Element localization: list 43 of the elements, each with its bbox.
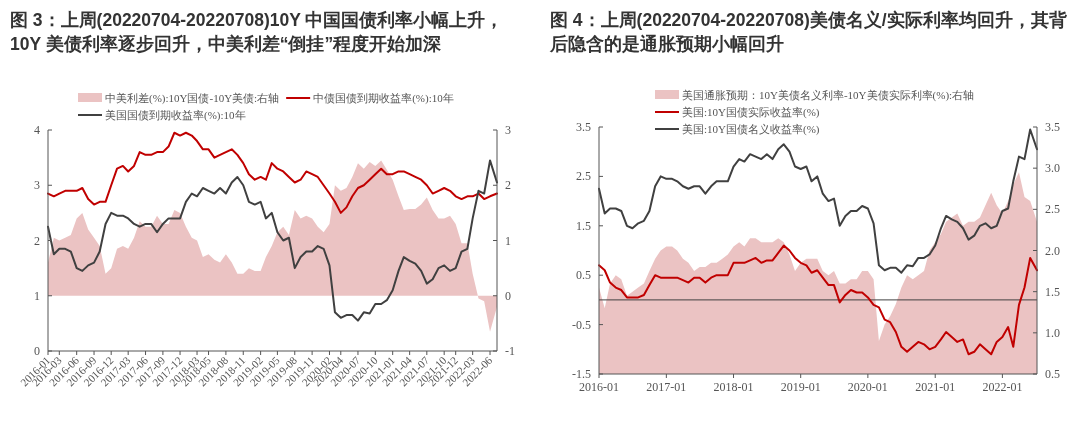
legend-label: 中美利差(%):10Y国债-10Y美债:右轴 xyxy=(105,92,280,105)
x-tick-label: 2016-01 xyxy=(579,380,619,394)
y2-tick-label: 1.5 xyxy=(1045,284,1060,299)
y-tick-label: -1.5 xyxy=(572,367,591,381)
chart-title: 图 3：上周(20220704-20220708)10Y 中国国债利率小幅上升，10Y 美债利率逐步回升，中美利差“倒挂”程度开始加深 xyxy=(10,9,505,56)
chart-title: 图 4：上周(20220704-20220708)美债名义/实际利率均回升，其背后隐含的是通胀预期小幅回升 xyxy=(550,9,1068,56)
y2-tick-label: 2.0 xyxy=(1045,243,1060,258)
x-tick-label: 2018-01 xyxy=(713,380,754,394)
y-tick-label: 0 xyxy=(34,344,40,358)
legend-label: 美国:10Y国债名义收益率(%) xyxy=(682,123,820,136)
y2-tick-label: 1.0 xyxy=(1045,325,1060,340)
y2-tick-label: 2.5 xyxy=(1045,202,1060,217)
y-tick-label: 1.5 xyxy=(576,218,591,233)
x-tick-label: 2020-01 xyxy=(847,380,888,394)
legend-label: 中债国债到期收益率(%):10年 xyxy=(313,92,454,105)
y2-tick-label: 3.5 xyxy=(1045,120,1060,134)
x-tick-label: 2017-01 xyxy=(646,380,687,394)
x-tick-label: 2021-01 xyxy=(915,380,956,394)
y-tick-label: 3 xyxy=(34,178,40,193)
y-tick-label: 4 xyxy=(34,123,40,137)
x-tick-label: 2019-01 xyxy=(780,380,821,394)
x-tick-label: 2022-01 xyxy=(982,380,1023,394)
y-tick-label: 0.5 xyxy=(576,268,591,283)
y2-tick-label: -1 xyxy=(505,344,515,358)
y2-tick-label: 0.5 xyxy=(1045,367,1060,381)
y2-tick-label: 0 xyxy=(505,288,511,303)
legend-label: 美国国债到期收益率(%):10年 xyxy=(105,109,246,122)
legend-label: 美国:10Y国债实际收益率(%) xyxy=(682,106,820,119)
legend-item: 美国:10Y国债实际收益率(%) xyxy=(654,106,820,118)
legend-item: 美国国债到期收益率(%):10年 xyxy=(77,109,246,121)
y2-tick-label: 3.0 xyxy=(1045,161,1060,176)
y-tick-label: 3.5 xyxy=(576,120,591,134)
y-tick-label: 2 xyxy=(34,233,40,248)
y2-tick-label: 2 xyxy=(505,178,511,193)
legend-item: 美国:10Y国债名义收益率(%) xyxy=(654,123,820,135)
y2-tick-label: 3 xyxy=(505,123,511,137)
legend-item: 中美利差(%):10Y国债-10Y美债:右轴 xyxy=(78,92,280,104)
y2-tick-label: 1 xyxy=(505,233,511,248)
y-tick-label: 2.5 xyxy=(576,169,591,184)
legend-item: 中债国债到期收益率(%):10年 xyxy=(285,92,454,104)
y-tick-label: -0.5 xyxy=(572,317,591,332)
y-tick-label: 1 xyxy=(34,288,40,303)
legend-item: 美国通胀预期：10Y美债名义利率-10Y美债实际利率(%):右轴 xyxy=(655,89,975,101)
